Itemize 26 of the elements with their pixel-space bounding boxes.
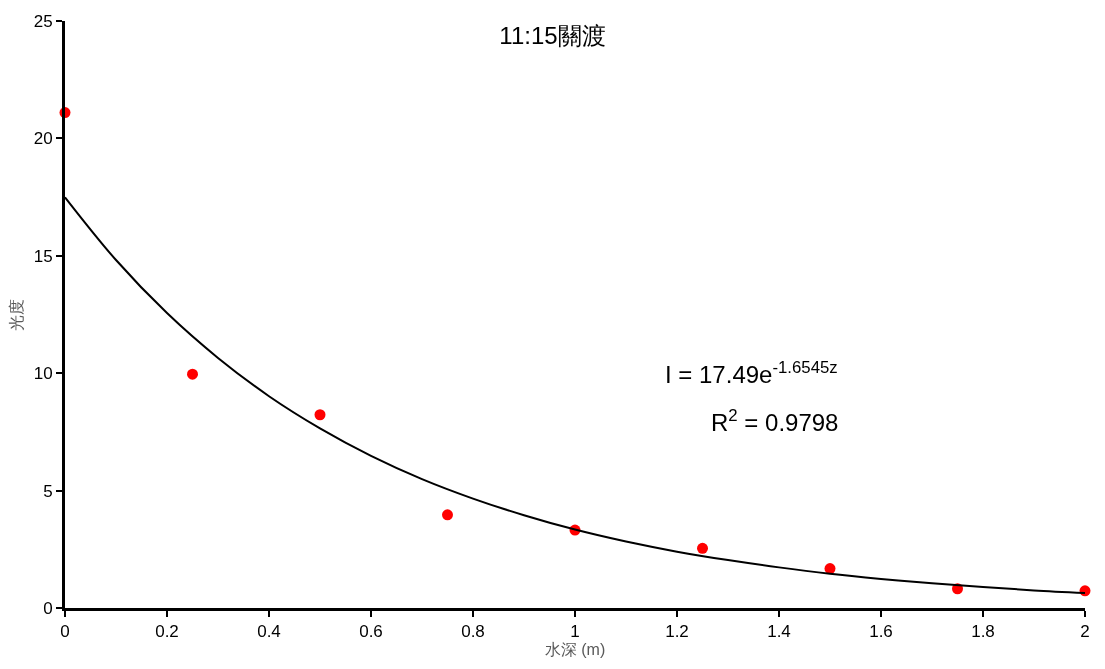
y-tick-label: 25 <box>33 11 53 31</box>
x-tick-label: 0.6 <box>359 622 383 642</box>
x-tick-label: 0 <box>60 622 70 642</box>
annotation: I = 17.49e$^{-1.6545z}$ <box>665 358 838 389</box>
point <box>442 509 453 521</box>
x-tick-label: 0.8 <box>461 622 485 642</box>
x-tick-label: 1.4 <box>767 622 791 642</box>
x-axis-title: 水深 (m) <box>544 641 606 659</box>
x-tick-label: 1.6 <box>869 622 893 642</box>
x-tick-label: 1.8 <box>971 622 995 642</box>
chart-title: 11:15關渡 <box>499 21 606 49</box>
y-tick-label: 10 <box>33 364 53 384</box>
point <box>697 542 708 554</box>
y-tick-label: 5 <box>43 481 53 501</box>
x-tick-label: 0.2 <box>155 622 179 642</box>
x-tick-label: 2 <box>1080 622 1090 642</box>
point <box>187 368 198 380</box>
point <box>314 409 326 421</box>
annotation: R$^{2}$ = 0.9798 <box>711 406 839 437</box>
x-tick-label: 1.2 <box>665 622 689 642</box>
y-axis-title: 光度 <box>7 298 25 331</box>
x-tick-label: 1 <box>570 622 580 642</box>
y-tick-label: 20 <box>33 129 53 149</box>
x-tick-label: 0.4 <box>257 622 281 642</box>
y-tick-label: 15 <box>33 246 53 266</box>
y-tick-label: 0 <box>43 598 53 618</box>
